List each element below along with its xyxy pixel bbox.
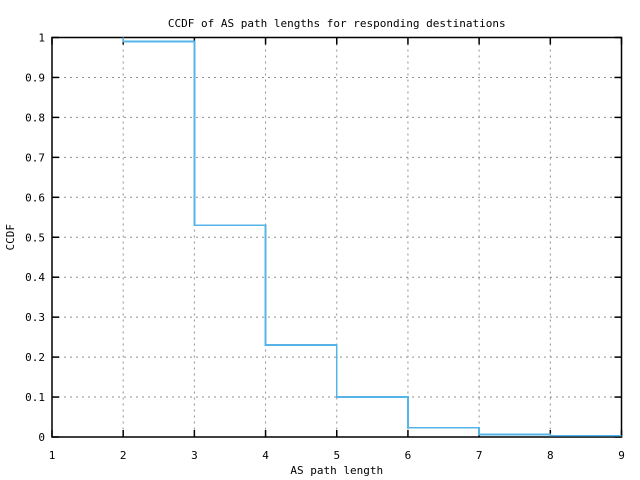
- x-tick-label: 6: [405, 449, 412, 462]
- x-tick-label: 8: [547, 449, 554, 462]
- x-tick-label: 1: [49, 449, 56, 462]
- plot-border: [51, 36, 623, 438]
- y-tick-label: 1: [38, 32, 45, 45]
- ccdf-step-line: [122, 37, 622, 437]
- y-tick-label: 0.5: [25, 231, 45, 244]
- y-axis-label: CCDF: [4, 224, 17, 251]
- x-axis-label: AS path length: [290, 464, 383, 477]
- tick-label-layer: 1 2 3 4 5 6 7 8 9 0 0.1 0.2 0.3 0.4 0.5 0.6 0.7 0.8 0.9 1: [25, 32, 625, 463]
- series-layer: [122, 37, 622, 437]
- y-tick-label: 0.4: [25, 271, 45, 284]
- y-tick-label: 0.8: [25, 111, 45, 124]
- y-tick-label: 0.1: [25, 391, 45, 404]
- chart-title: CCDF of AS path lengths for responding d…: [168, 17, 506, 30]
- x-tick-label: 4: [262, 449, 269, 462]
- y-tick-label: 0: [38, 431, 45, 444]
- x-tick-label: 9: [618, 449, 625, 462]
- grid-layer: [52, 37, 622, 437]
- y-tick-label: 0.9: [25, 71, 45, 84]
- x-tick-label: 7: [476, 449, 483, 462]
- y-tick-label: 0.6: [25, 191, 45, 204]
- x-tick-label: 3: [191, 449, 198, 462]
- y-tick-label: 0.2: [25, 351, 45, 364]
- y-tick-label: 0.3: [25, 311, 45, 324]
- y-tick-label: 0.7: [25, 151, 45, 164]
- x-tick-label: 2: [120, 449, 127, 462]
- x-tick-label: 5: [333, 449, 340, 462]
